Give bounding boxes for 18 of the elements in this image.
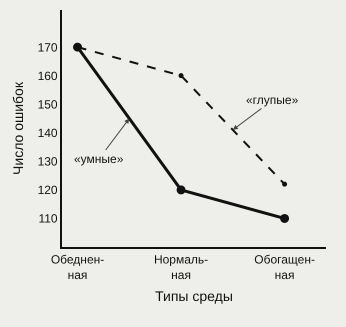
y-tick-label: 160 [38,68,58,83]
x-axis-title: Типы среды [155,288,233,304]
y-axis-title: Число ошибок [10,81,26,175]
y-tick-label: 170 [38,40,58,54]
text: «глупые» [246,93,299,107]
y-tick-label: 120 [38,183,58,198]
y-tick-label: 150 [38,97,58,112]
x-tick-label: Обеднен- ная [50,252,104,282]
point [178,73,184,78]
y-tick-label: 140 [38,126,58,140]
point [280,214,290,223]
y-tick-label: 130 [38,154,58,169]
x-tick-label: Обогащен- ная [254,252,315,282]
point [176,185,186,194]
point [282,182,288,187]
y-tick-label: 110 [38,212,58,226]
text: «умные» [74,152,124,166]
x-tick-label: Нормаль- ная [154,252,208,282]
